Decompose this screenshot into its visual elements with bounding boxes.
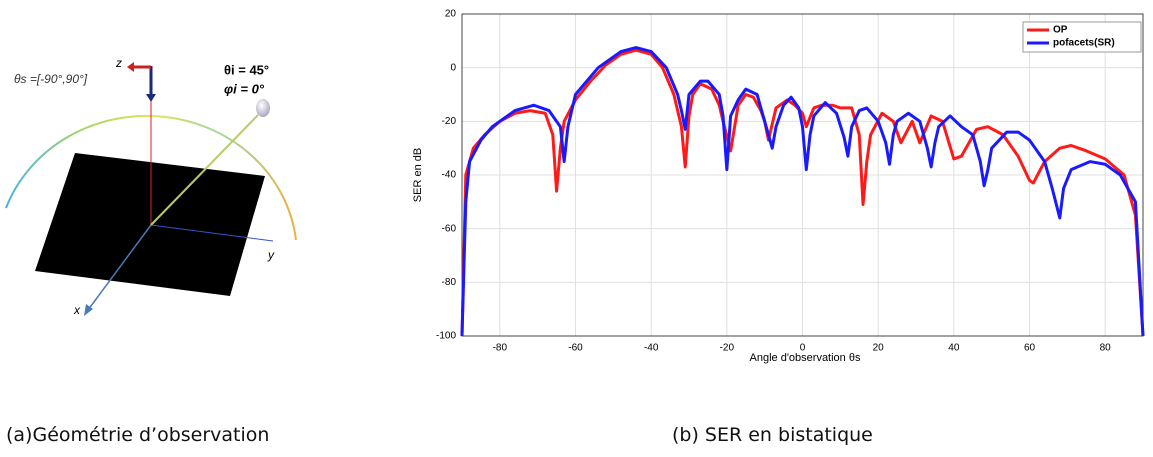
x-tick-label: 0: [800, 343, 806, 354]
incidence-line: [150, 114, 259, 226]
series-line: [460, 46, 1145, 337]
y-axis: [150, 224, 274, 242]
y-label: y: [267, 248, 275, 262]
x-tick-label: -40: [644, 343, 659, 354]
red-arrow-head: [127, 62, 134, 72]
y-tick-label: 0: [450, 62, 456, 73]
y-tick-label: -60: [442, 223, 457, 234]
y-tick-label: -20: [442, 116, 457, 127]
legend-box: [1022, 21, 1142, 53]
x-label: x: [73, 303, 81, 317]
theta-i-label: θi = 45°: [224, 62, 269, 77]
theta-s-label: θs =[-90°,90°]: [14, 72, 88, 86]
observation-arc: [5, 114, 297, 241]
y-tick-label: 20: [445, 9, 457, 20]
legend-label: OP: [1053, 25, 1068, 36]
chart: SER en dB Angle d'observation θs -100 -80…: [412, 9, 1145, 364]
plate: [35, 153, 265, 296]
x-tick-label: 40: [948, 343, 960, 354]
x-tick-label: 80: [1100, 343, 1112, 354]
x-tick-label: 60: [1024, 343, 1036, 354]
legend-label: pofacets(SR): [1053, 38, 1115, 49]
source-sphere: [256, 99, 270, 117]
caption-right: (b) SER en bistatique: [672, 424, 873, 446]
phi-i-label: φi = 0°: [224, 81, 265, 96]
x-axis: [87, 224, 152, 311]
x-tick-label: 20: [873, 343, 885, 354]
x-tick-label: -60: [568, 343, 583, 354]
x-tick-label: -80: [493, 343, 508, 354]
z-arrow-head: [146, 94, 156, 102]
y-axis-title: SER en dB: [412, 148, 424, 202]
x-tick-label: -20: [720, 343, 735, 354]
geometry-diagram: θs =[-90°,90°] z y x θi = 45° φi = 0°: [5, 56, 297, 317]
x-arrow-head: [84, 304, 93, 316]
z-label: z: [115, 56, 122, 70]
caption-left: (a)Géométrie d’observation: [6, 424, 270, 446]
plot-frame: [461, 13, 1144, 337]
y-tick-label: -80: [442, 277, 457, 288]
y-tick-label: -40: [442, 170, 457, 181]
x-axis-title: Angle d'observation θs: [750, 352, 861, 364]
y-tick-label: -100: [436, 331, 456, 342]
